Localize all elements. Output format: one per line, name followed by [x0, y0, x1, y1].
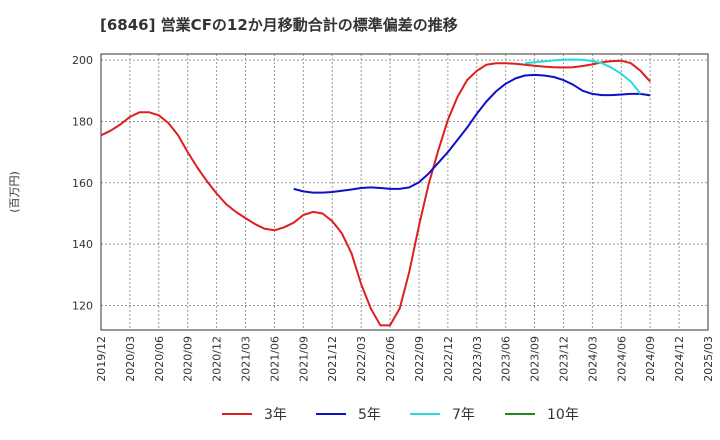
x-tick-label: 2022/09 — [413, 336, 426, 382]
legend-label-5年: 5年 — [358, 407, 381, 423]
x-tick-label: 2024/03 — [586, 336, 599, 382]
y-axis: 120 140 160 180 200 — [72, 54, 93, 312]
x-tick-label: 2022/03 — [355, 336, 368, 382]
legend: 3年 5年 7年 10年 — [222, 407, 579, 423]
x-tick-label: 2024/06 — [615, 336, 628, 382]
x-tick-label: 2020/12 — [211, 336, 224, 382]
y-tick-label: 200 — [72, 54, 93, 67]
x-tick-label: 2022/06 — [384, 336, 397, 382]
x-tick-label: 2021/09 — [297, 336, 310, 382]
series-line-7年 — [524, 58, 642, 95]
plot-frame — [100, 53, 709, 331]
x-tick-label: 2021/12 — [326, 336, 339, 382]
x-tick-label: 2022/12 — [442, 336, 455, 382]
series-line-5年 — [293, 73, 651, 194]
grid — [101, 54, 708, 330]
y-tick-label: 160 — [72, 177, 93, 190]
x-tick-label: 2020/06 — [153, 336, 166, 382]
x-tick-label: 2021/06 — [268, 336, 281, 382]
x-tick-label: 2023/06 — [500, 336, 513, 382]
x-tick-label: 2021/03 — [240, 336, 253, 382]
series-line-3年 — [100, 59, 651, 327]
x-tick-label: 2025/03 — [702, 336, 715, 382]
x-tick-label: 2023/03 — [471, 336, 484, 382]
legend-label-7年: 7年 — [452, 407, 475, 423]
y-tick-label: 140 — [72, 238, 93, 251]
x-tick-label: 2023/12 — [557, 336, 570, 382]
x-tick-label: 2020/03 — [124, 336, 137, 382]
y-axis-label: (百万円) — [8, 171, 21, 213]
series-layer — [100, 58, 651, 327]
x-axis: 2019/12 2020/03 2020/06 2020/09 2020/12 2021/… — [95, 336, 715, 382]
y-tick-label: 120 — [72, 299, 93, 312]
x-tick-label: 2024/09 — [644, 336, 657, 382]
x-tick-label: 2019/12 — [95, 336, 108, 382]
y-tick-label: 180 — [72, 115, 93, 128]
x-tick-label: 2023/09 — [529, 336, 542, 382]
chart-title: [6846] 営業CFの12か月移動合計の標準偏差の推移 — [100, 16, 458, 34]
x-tick-label: 2020/09 — [182, 336, 195, 382]
x-tick-label: 2024/12 — [673, 336, 686, 382]
legend-label-3年: 3年 — [264, 407, 287, 423]
legend-label-10年: 10年 — [547, 407, 579, 423]
